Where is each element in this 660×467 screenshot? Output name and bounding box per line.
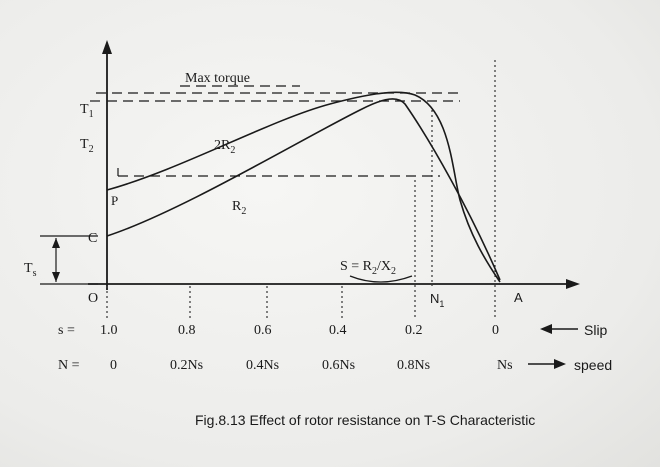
smax-brace [349,275,413,283]
t1-label: T1 [80,102,94,120]
slip-value: 0.6 [254,323,272,338]
speed-row-prefix: N = [58,358,80,373]
speed-value: 0.8Ns [397,358,430,373]
speed-value: Ns [497,358,513,373]
r2-torque-curve [106,98,501,281]
speed-value: 0.6Ns [322,358,355,373]
ts-label: Ts [24,261,37,279]
slip-row-prefix: s = [58,323,75,338]
slip-value: 0.4 [329,323,347,338]
n1-label: N1 [430,291,444,309]
slip-axis-arrow [566,279,580,289]
r2-curve-label: R2 [232,199,246,217]
slip-row-label: Slip [584,322,608,338]
slip-value: 0.2 [405,323,423,338]
slip-value: 1.0 [100,323,118,338]
speed-value: 0 [110,358,117,373]
p-label: P [111,193,118,208]
ts-arrow-up [52,238,60,248]
speed-value: 0.2Ns [170,358,203,373]
figure-caption: Fig.8.13 Effect of rotor resistance on T… [195,412,535,428]
ts-arrow-down [52,272,60,282]
c-label: C [88,231,97,246]
speed-arrow-icon [554,359,566,369]
slip-value: 0 [492,323,499,338]
a-label: A [514,290,523,305]
origin-label: O [88,291,98,306]
slip-value: 0.8 [178,323,196,338]
smax-equation: S = R2/X2 [340,259,396,277]
speed-value: 0.4Ns [246,358,279,373]
torque-axis-arrow [102,40,112,54]
speed-row-label: speed [574,357,612,373]
slip-arrow-icon [540,324,552,334]
max-torque-label: Max torque [185,71,250,86]
t2-label: T2 [80,137,94,155]
2r2-torque-curve [106,91,501,283]
2r2-curve-label: 2R2 [214,138,235,156]
